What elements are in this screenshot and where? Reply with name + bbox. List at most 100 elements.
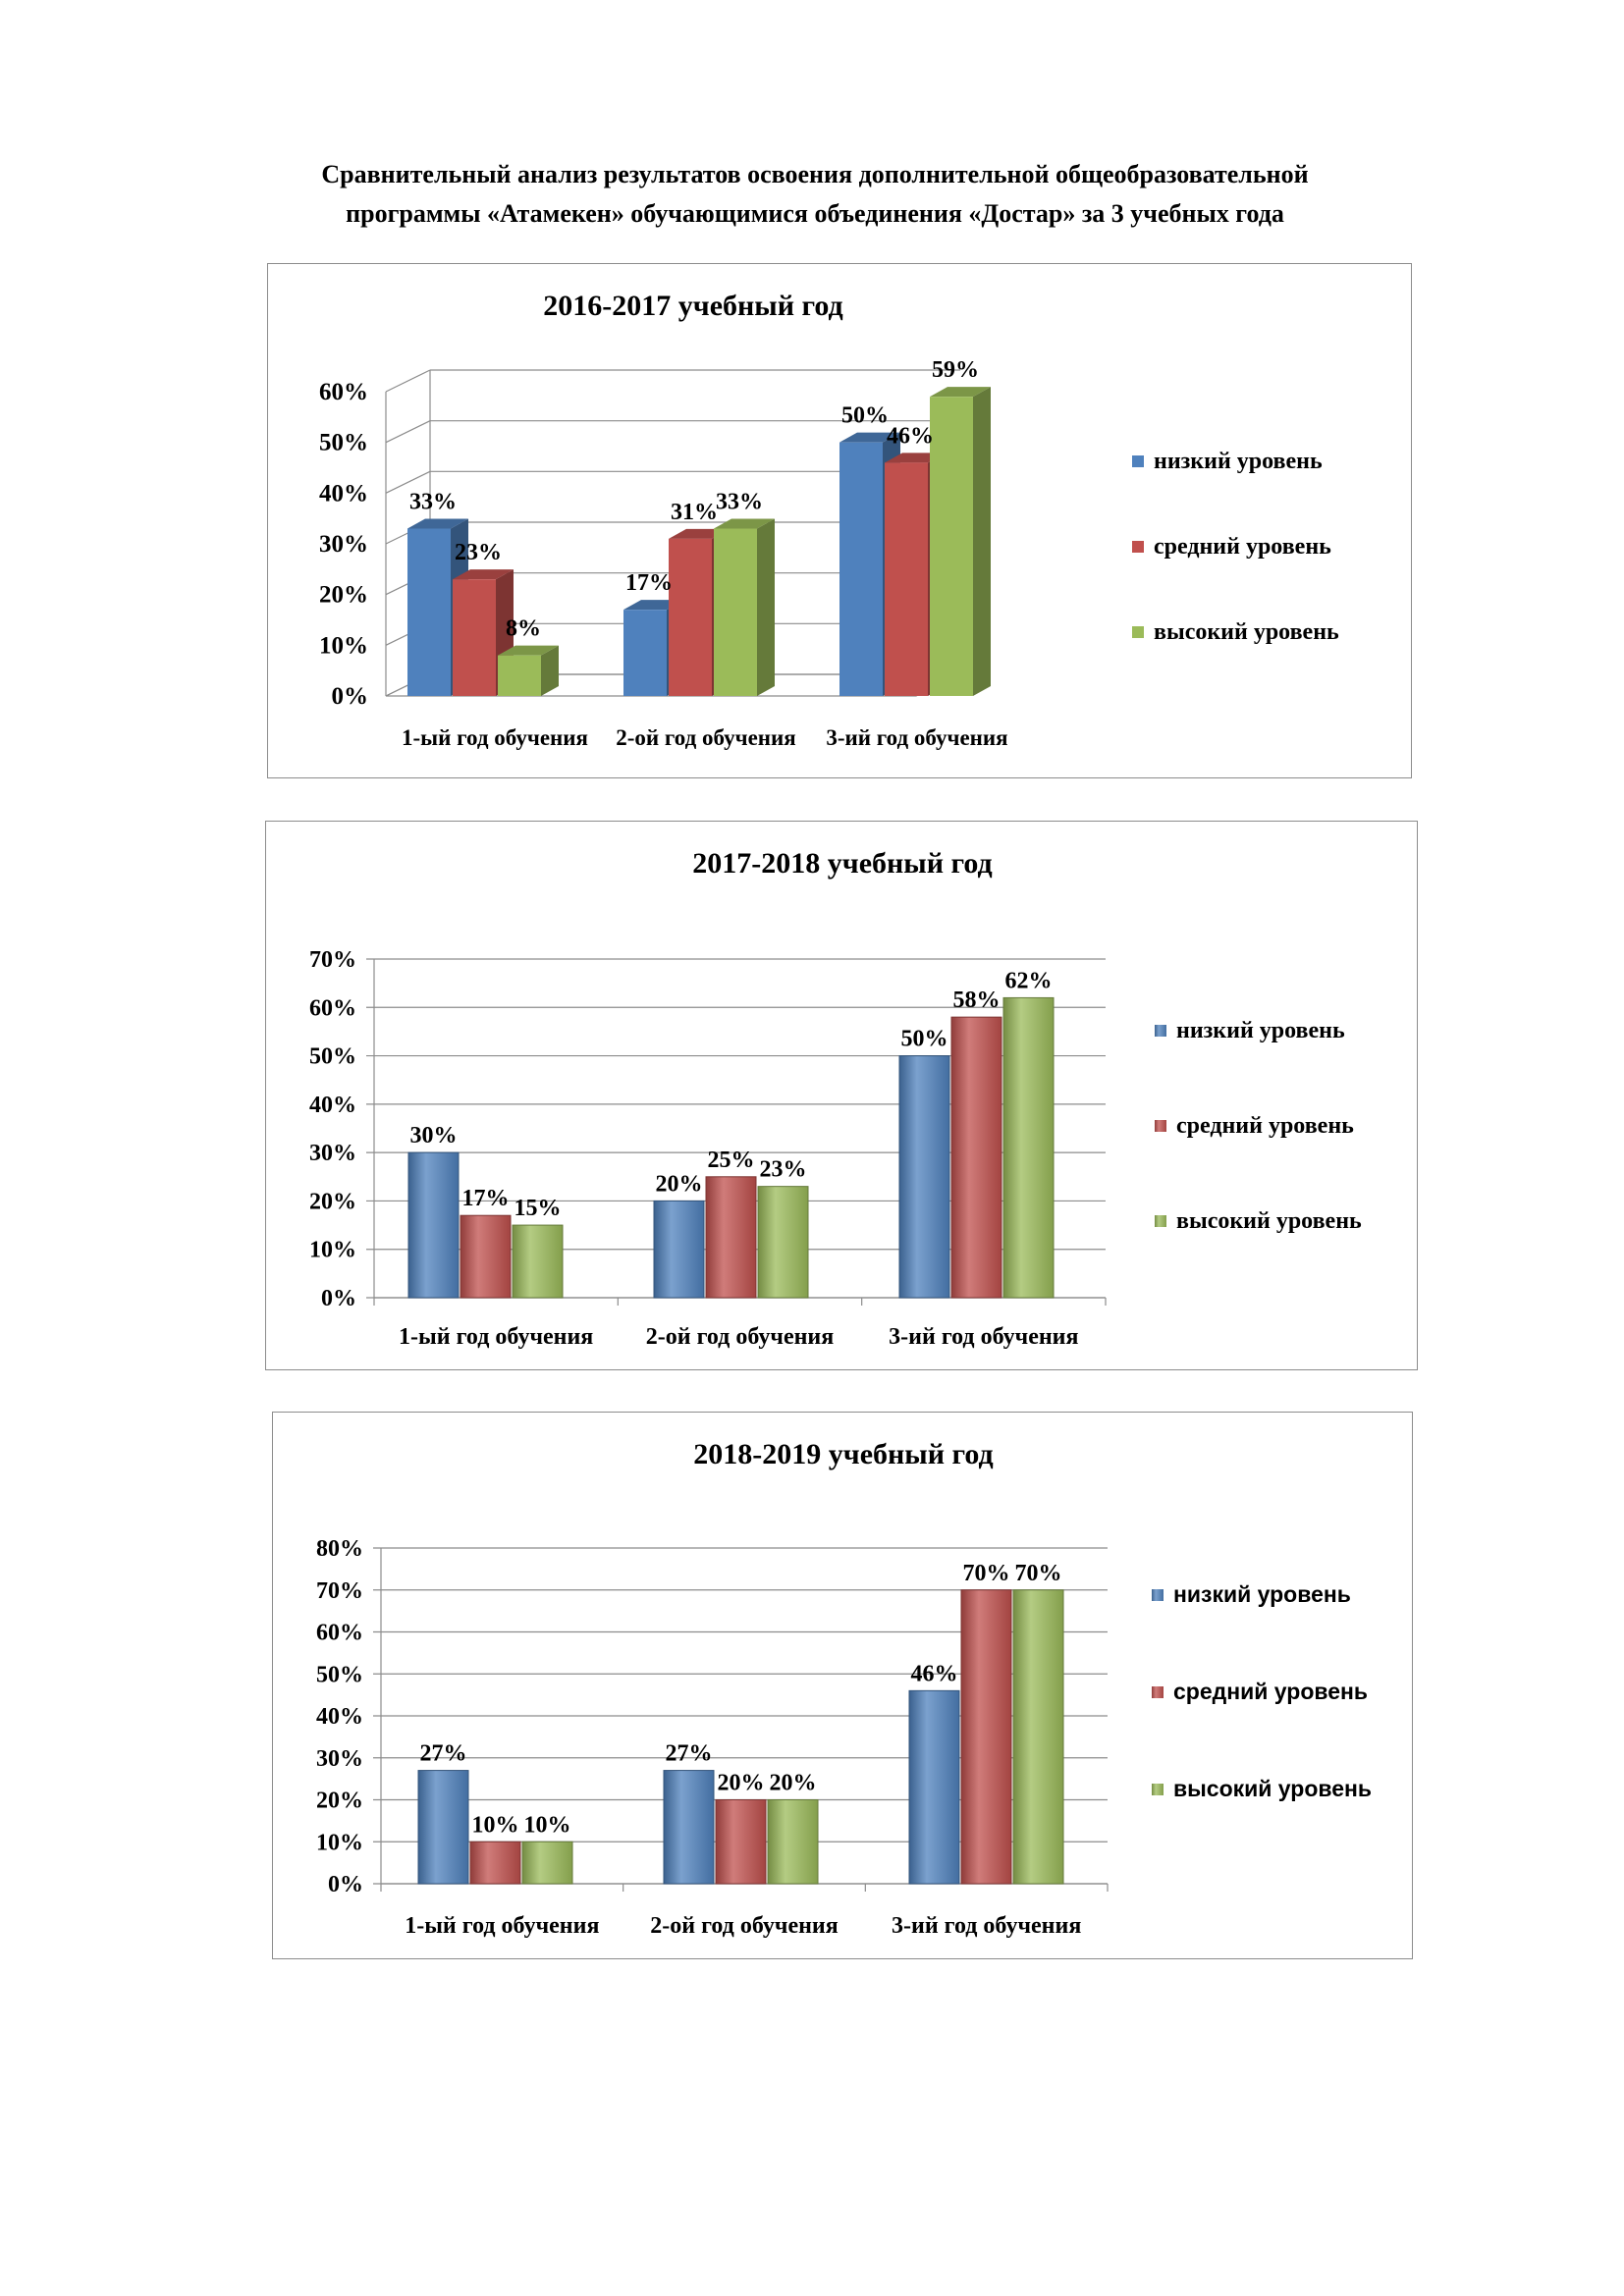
document-title-line1: Сравнительный анализ результатов освоени… xyxy=(321,160,1309,188)
y-tick-label: 30% xyxy=(309,1141,356,1166)
document-title-line2: программы «Атамекен» обучающимися объеди… xyxy=(346,199,1284,228)
bar-high-top xyxy=(930,387,991,398)
chart-2018-2019: 2018-2019 учебный год 0% 10% 20% 30% 40% 50% 60… xyxy=(272,1412,1413,1959)
bar-mid xyxy=(469,1841,521,1885)
data-label: 20% xyxy=(718,1771,765,1796)
bar-mid-top xyxy=(453,569,514,580)
legend-label-high: высокий уровень xyxy=(1173,1776,1372,1801)
y-tick-label: 10% xyxy=(309,1238,356,1263)
bar-high-side xyxy=(541,645,559,696)
bar-low xyxy=(653,1200,705,1299)
legend-label-high: высокий уровень xyxy=(1154,619,1339,645)
bar-high xyxy=(1012,1589,1064,1885)
bar-mid xyxy=(705,1176,757,1299)
data-label: 17% xyxy=(462,1186,510,1211)
y-tick-label: 60% xyxy=(309,995,356,1021)
x-category-label: 3-ий год обучения xyxy=(826,725,1007,750)
data-label: 46% xyxy=(911,1661,958,1686)
y-tick-label: 10% xyxy=(316,1830,363,1855)
legend: низкий уровень средний уровень высокий уро… xyxy=(1155,1018,1362,1234)
bar-low-top xyxy=(407,518,468,529)
x-category-label: 2-ой год обучения xyxy=(616,725,796,750)
legend-swatch-low xyxy=(1132,455,1144,467)
bar-low-top xyxy=(839,432,900,443)
data-label: 30% xyxy=(410,1123,458,1148)
legend-label-high: высокий уровень xyxy=(1176,1208,1362,1234)
data-label: 31% xyxy=(671,500,718,525)
data-label: 33% xyxy=(409,490,457,515)
bar-low xyxy=(407,528,451,696)
bar-low xyxy=(417,1770,469,1885)
bar-high-top xyxy=(498,645,559,656)
data-label: 27% xyxy=(666,1741,713,1767)
legend: низкий уровень средний уровень высокий уро… xyxy=(1132,449,1339,645)
bar-low xyxy=(898,1055,950,1299)
data-label: 50% xyxy=(901,1027,948,1052)
y-tick-label: 30% xyxy=(319,531,368,558)
chart-svg: 2017-2018 учебный год 0% 10% 20% 30% 40% 50% 60… xyxy=(309,847,1362,1350)
legend-label-mid: средний уровень xyxy=(1173,1679,1368,1704)
chart-title: 2016-2017 учебный год xyxy=(543,290,842,322)
y-tick-label: 40% xyxy=(316,1704,363,1730)
x-category-label: 1-ый год обучения xyxy=(405,1913,599,1939)
y-tick-label: 10% xyxy=(319,632,368,659)
y-tick-label: 20% xyxy=(319,582,368,609)
bar-mid xyxy=(960,1589,1012,1885)
bar-mid xyxy=(460,1214,512,1299)
bar-mid xyxy=(715,1799,767,1885)
y-tick-label: 50% xyxy=(316,1662,363,1687)
y-tick-label: 20% xyxy=(309,1189,356,1214)
data-label: 33% xyxy=(716,490,763,515)
data-label: 70% xyxy=(1015,1561,1062,1586)
x-category-label: 2-ой год обучения xyxy=(646,1324,835,1350)
y-tick-label: 80% xyxy=(316,1536,363,1562)
legend-label-low: низкий уровень xyxy=(1176,1018,1345,1043)
data-label: 27% xyxy=(420,1741,467,1767)
y-tick-label: 0% xyxy=(332,683,369,710)
legend-label-mid: средний уровень xyxy=(1176,1113,1354,1139)
data-label: 20% xyxy=(656,1171,703,1197)
legend-swatch-high xyxy=(1155,1215,1166,1227)
data-label: 15% xyxy=(514,1196,562,1221)
legend: низкий уровень средний уровень высокий уро… xyxy=(1152,1581,1372,1801)
bar-mid xyxy=(885,462,928,696)
data-label: 23% xyxy=(455,540,502,565)
x-category-label: 3-ий год обучения xyxy=(892,1913,1081,1939)
legend-swatch-low xyxy=(1155,1025,1166,1037)
chart-2016-2017: 2016-2017 учебный год 0% 10% 20% 30% 40% 50% 60… xyxy=(267,263,1412,778)
y-tick-label: 70% xyxy=(309,947,356,973)
legend-swatch-high xyxy=(1152,1784,1164,1795)
bar-mid xyxy=(669,538,712,696)
bar-low xyxy=(839,442,883,696)
bar-high xyxy=(498,655,541,696)
legend-label-mid: средний уровень xyxy=(1154,534,1331,560)
bar-low xyxy=(623,610,667,696)
gridline xyxy=(385,420,431,444)
bar-high xyxy=(1002,996,1055,1299)
chart-2017-2018: 2017-2018 учебный год 0% 10% 20% 30% 40% 50% 60… xyxy=(265,821,1418,1370)
x-category-label: 1-ый год обучения xyxy=(402,725,588,750)
data-label: 8% xyxy=(506,616,541,642)
y-tick-label: 50% xyxy=(319,430,368,456)
x-category-label: 3-ий год обучения xyxy=(889,1324,1078,1350)
legend-swatch-mid xyxy=(1132,541,1144,553)
data-label: 17% xyxy=(625,570,673,596)
bar-high xyxy=(930,397,973,696)
bar-high xyxy=(512,1224,564,1299)
y-tick-label: 60% xyxy=(316,1621,363,1646)
y-tick-label: 60% xyxy=(319,379,368,405)
bar-high xyxy=(757,1186,809,1299)
gridline xyxy=(385,470,431,494)
bar-high-top xyxy=(714,518,775,529)
chart-svg: 2016-2017 учебный год 0% 10% 20% 30% 40% 50% 60… xyxy=(319,290,1339,750)
x-category-label: 2-ой год обучения xyxy=(650,1913,839,1939)
y-tick-label: 0% xyxy=(321,1286,356,1311)
data-label: 58% xyxy=(953,988,1001,1013)
bar-high xyxy=(521,1841,573,1885)
chart-title: 2018-2019 учебный год xyxy=(693,1438,993,1470)
legend-swatch-high xyxy=(1132,626,1144,638)
bar-high xyxy=(767,1799,819,1885)
y-tick-label: 30% xyxy=(316,1746,363,1772)
y-tick-label: 0% xyxy=(328,1872,363,1897)
bar-mid xyxy=(453,579,496,696)
